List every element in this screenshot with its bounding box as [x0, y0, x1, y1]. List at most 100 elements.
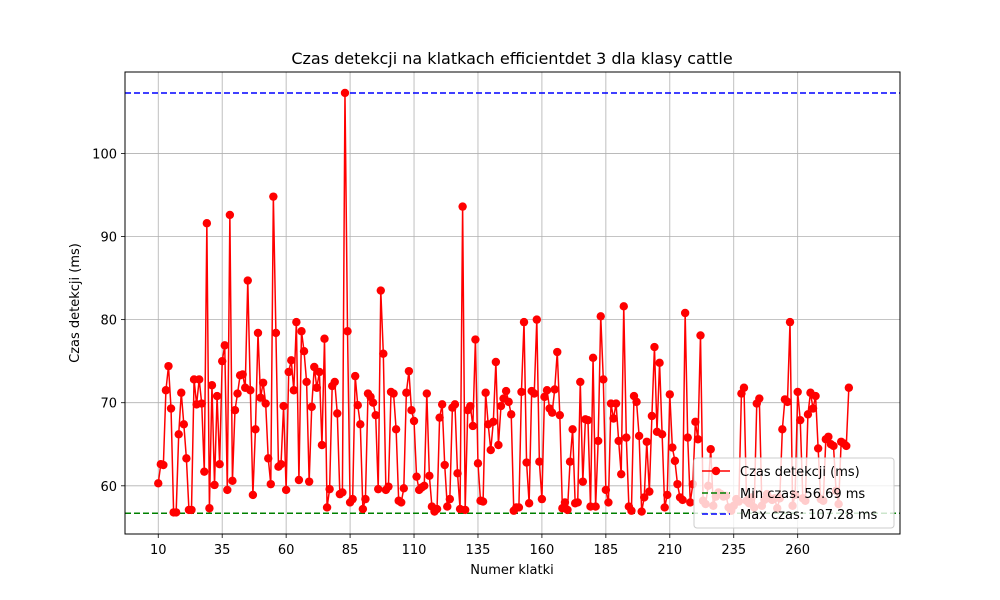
data-point-165 — [550, 385, 559, 394]
legend-label-max: Max czas: 107.28 ms — [740, 508, 878, 523]
data-point-164 — [547, 408, 557, 417]
data-point-73 — [315, 367, 324, 377]
data-point-208 — [660, 503, 669, 512]
data-point-90 — [358, 504, 368, 514]
data-point-67 — [299, 346, 309, 356]
data-point-94 — [368, 398, 378, 407]
data-point-79 — [330, 377, 339, 387]
data-point-36 — [220, 341, 229, 350]
data-point-162 — [542, 386, 552, 395]
data-point-98 — [379, 349, 388, 358]
chart-title: Czas detekcji na klatkach efficientdet 3… — [291, 49, 732, 68]
data-point-153 — [519, 317, 529, 327]
plot-frame — [124, 71, 901, 535]
data-point-107 — [402, 388, 411, 397]
data-point-84 — [343, 327, 352, 336]
x-axis-label: Numer klatki — [470, 563, 553, 578]
data-point-143 — [494, 440, 503, 450]
data-point-192 — [619, 302, 628, 311]
data-point-122 — [440, 460, 449, 470]
data-point-82 — [338, 488, 347, 497]
grid-lines — [125, 72, 900, 534]
data-point-209 — [663, 490, 672, 500]
data-point-83 — [340, 88, 350, 98]
y-tick-label-2: 80 — [100, 314, 117, 329]
data-point-218 — [686, 498, 695, 507]
data-point-96 — [374, 484, 383, 494]
data-point-257 — [785, 317, 795, 327]
data-point-51 — [258, 378, 268, 387]
data-point-272 — [824, 432, 833, 441]
data-point-180 — [588, 353, 598, 363]
data-point-30 — [205, 504, 214, 513]
data-point-68 — [302, 377, 311, 387]
data-point-132 — [466, 401, 475, 411]
data-point-154 — [522, 458, 531, 467]
y-axis-label: Czas detekcji (ms) — [68, 243, 83, 363]
data-point-29 — [202, 219, 212, 228]
data-point-172 — [568, 425, 577, 434]
data-point-134 — [471, 335, 480, 344]
data-point-13 — [161, 386, 171, 395]
data-point-34 — [215, 460, 224, 469]
data-point-176 — [578, 477, 588, 486]
data-point-89 — [356, 420, 365, 429]
data-point-155 — [524, 499, 534, 508]
data-point-199 — [637, 507, 646, 516]
y-tick-label-0: 60 — [100, 480, 117, 495]
data-point-178 — [583, 415, 593, 425]
data-point-261 — [796, 415, 805, 425]
data-point-21 — [182, 454, 191, 463]
data-point-217 — [683, 433, 692, 442]
data-point-64 — [292, 317, 301, 327]
data-point-152 — [517, 387, 526, 397]
data-point-95 — [371, 410, 380, 420]
data-point-160 — [537, 494, 547, 504]
data-point-148 — [507, 410, 516, 419]
data-point-190 — [614, 436, 623, 446]
x-tick-label-9: 235 — [721, 543, 746, 558]
data-point-75 — [320, 334, 329, 343]
data-point-18 — [174, 430, 183, 439]
data-point-127 — [453, 469, 462, 478]
data-point-27 — [197, 399, 206, 408]
x-tick-label-10: 260 — [785, 543, 810, 558]
data-point-213 — [673, 479, 682, 489]
data-point-45 — [243, 276, 252, 285]
data-point-216 — [680, 308, 690, 318]
data-point-72 — [312, 383, 322, 392]
data-point-138 — [481, 388, 490, 397]
data-point-35 — [217, 356, 227, 366]
data-point-142 — [491, 357, 501, 367]
data-point-33 — [212, 391, 222, 401]
legend-marker-detection — [711, 466, 721, 476]
data-point-222 — [696, 331, 705, 340]
data-point-129 — [458, 202, 467, 211]
x-tick-label-6: 160 — [530, 543, 555, 558]
data-point-268 — [813, 444, 823, 453]
data-point-70 — [307, 402, 316, 412]
data-point-279 — [842, 441, 851, 451]
data-point-202 — [645, 487, 654, 496]
x-tick-label-2: 60 — [278, 543, 295, 558]
data-point-191 — [617, 469, 626, 479]
y-tick-label-1: 70 — [100, 397, 117, 412]
data-point-47 — [248, 490, 258, 500]
data-point-43 — [238, 370, 247, 379]
data-point-12 — [159, 460, 168, 470]
legend: Czas detekcji (ms) Min czas: 56.69 ms Ma… — [693, 457, 895, 529]
data-point-32 — [210, 480, 219, 490]
x-tick-label-4: 110 — [402, 543, 427, 558]
legend-label-min: Min czas: 56.69 ms — [740, 487, 865, 502]
data-point-52 — [261, 399, 270, 408]
data-point-111 — [412, 472, 421, 481]
data-point-207 — [657, 430, 667, 439]
data-point-189 — [611, 399, 621, 408]
x-tick-label-1: 35 — [214, 543, 231, 558]
data-point-211 — [668, 443, 677, 452]
data-point-17 — [171, 508, 181, 517]
data-point-69 — [304, 477, 314, 486]
data-point-26 — [194, 375, 204, 384]
data-point-40 — [230, 405, 240, 415]
data-point-58 — [276, 460, 286, 469]
